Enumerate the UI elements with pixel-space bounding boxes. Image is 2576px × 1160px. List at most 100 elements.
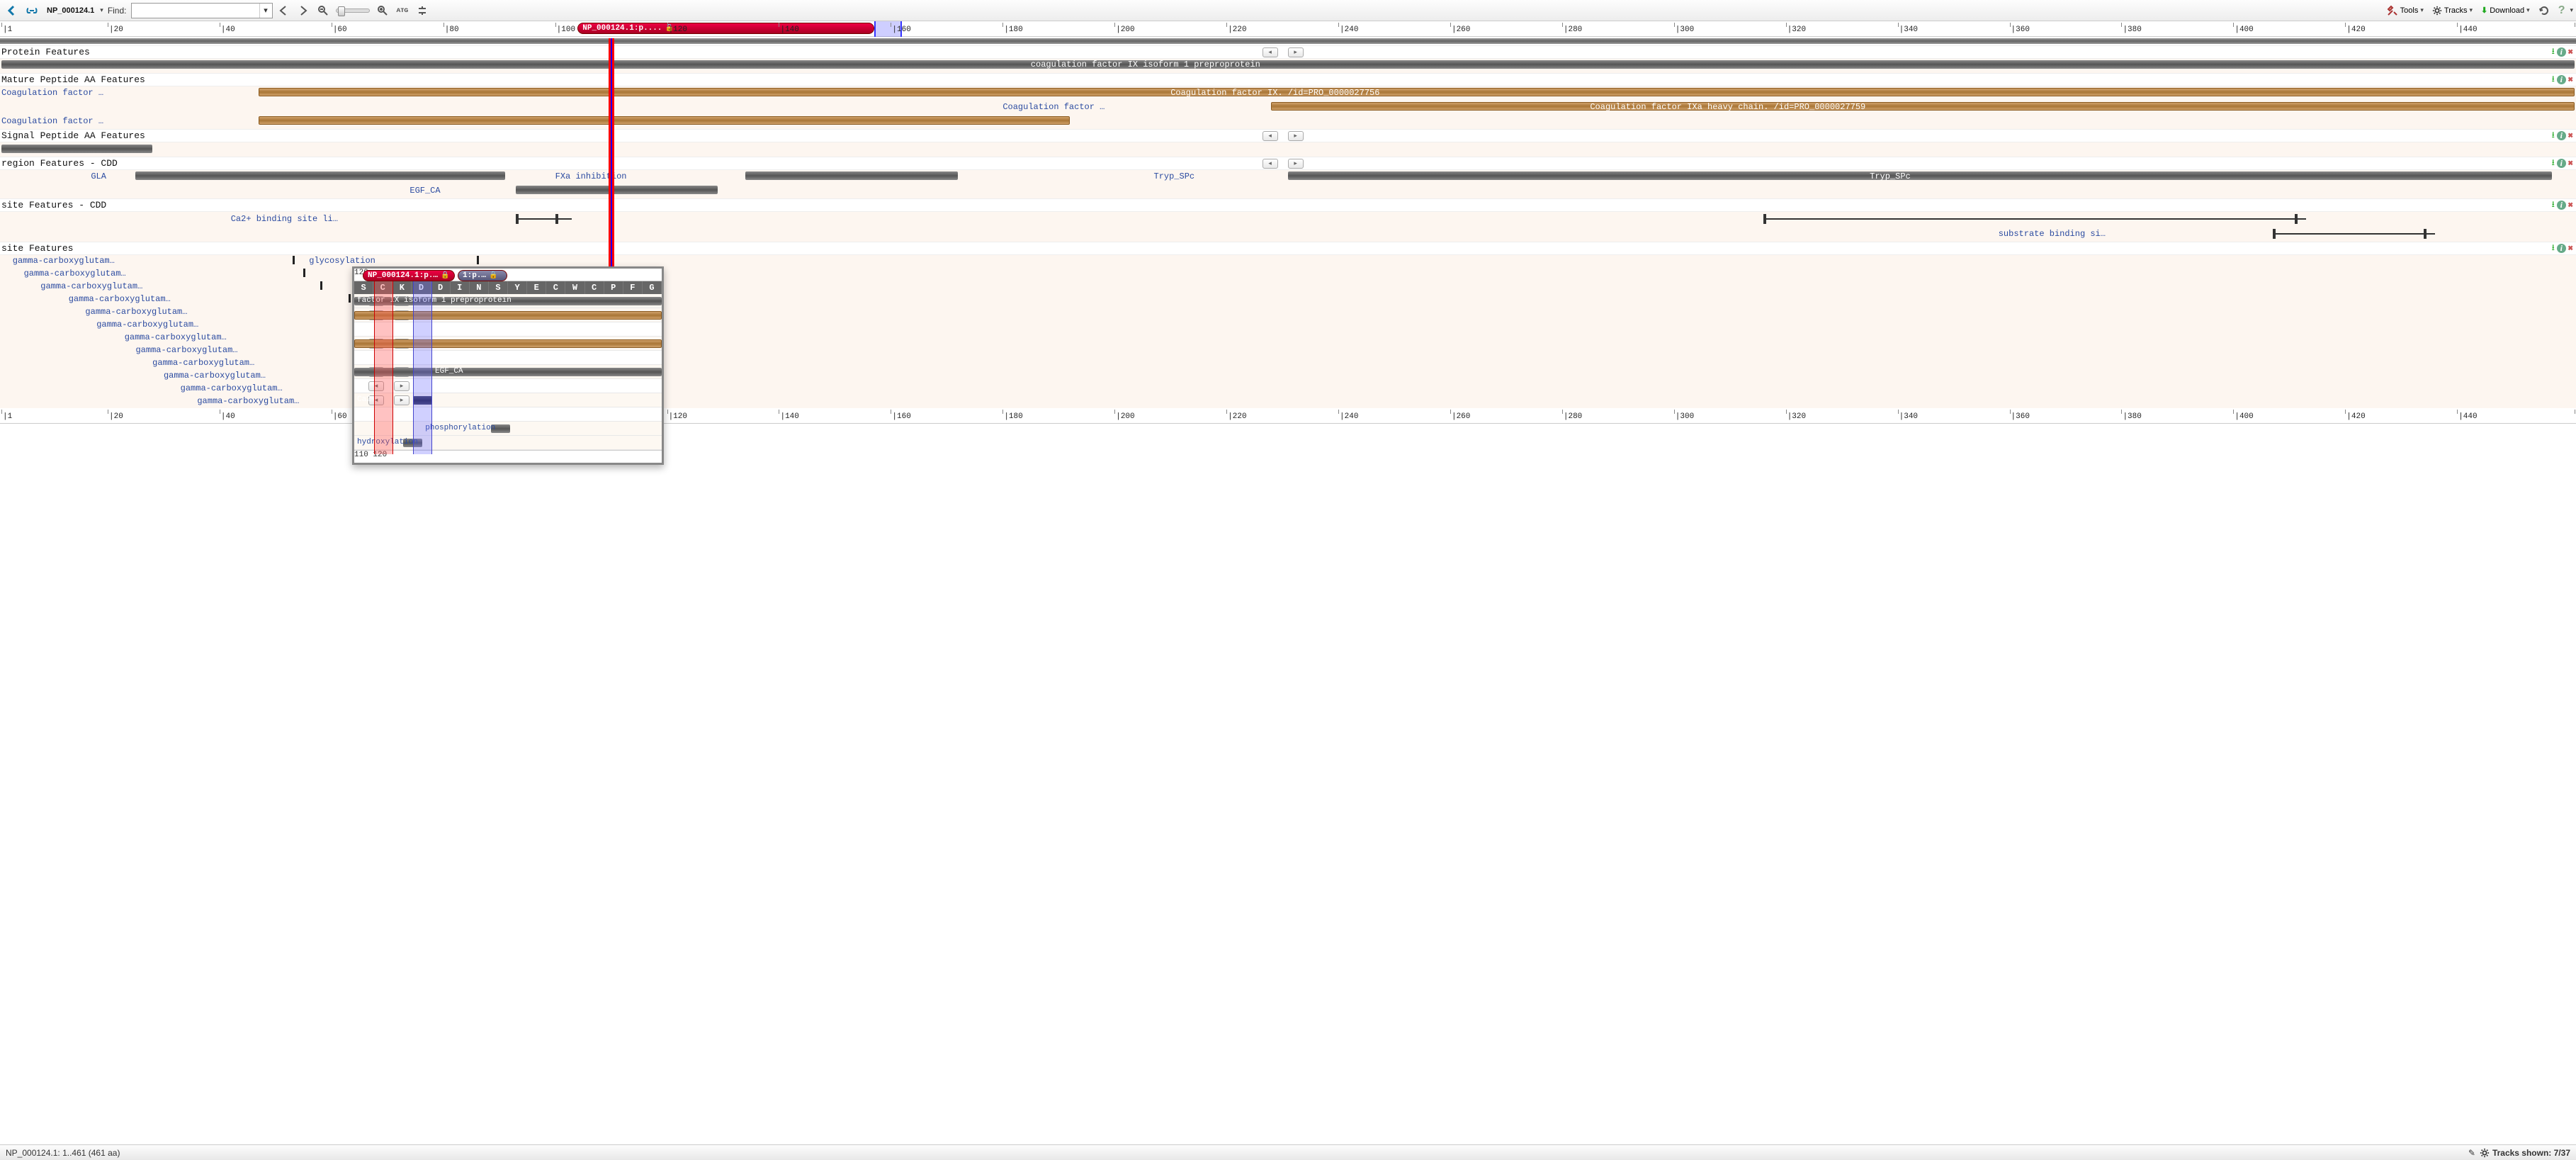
feature-bar[interactable] [1271, 102, 2575, 111]
feature-range[interactable] [516, 218, 572, 220]
zoom-out-button[interactable] [314, 2, 332, 19]
zoom-in-button[interactable] [373, 2, 392, 19]
feature-bar[interactable] [1, 145, 152, 153]
feature-bar[interactable] [259, 88, 2575, 96]
track-header-protein[interactable]: Protein Features◂▸⭳i✖ [0, 46, 2576, 59]
feature-bar[interactable] [516, 186, 717, 194]
close-track-icon[interactable]: ✖ [2568, 200, 2573, 210]
sequence-overview-bar[interactable] [0, 38, 2576, 44]
nav-next-button[interactable]: ▸ [394, 381, 409, 391]
download-button[interactable]: ⬇Download ▾ [2478, 2, 2533, 19]
close-track-icon[interactable]: ✖ [2568, 243, 2573, 254]
close-track-icon[interactable]: ✖ [2568, 130, 2573, 141]
feature-label[interactable]: gamma-carboxyglutam… [135, 345, 237, 355]
feature-tick[interactable] [303, 269, 305, 277]
inset-marker-2[interactable]: 1:p.…🔒 [458, 270, 507, 281]
feature-label[interactable]: gamma-carboxyglutam… [125, 332, 227, 342]
feature-label[interactable]: glycosylation [309, 256, 375, 266]
feature-label[interactable]: EGF_CA [409, 186, 440, 196]
feature-label[interactable]: gamma-carboxyglutam… [152, 358, 254, 368]
feature-label[interactable]: gamma-carboxyglutam… [13, 256, 115, 266]
feature-range[interactable] [1763, 218, 2306, 220]
help-button[interactable]: ? [2555, 2, 2569, 19]
back-button[interactable] [3, 2, 21, 19]
feature-label[interactable]: gamma-carboxyglutam… [197, 396, 299, 406]
collapse-button[interactable] [413, 2, 431, 19]
atg-button[interactable]: ᴀᴛɢ [393, 2, 412, 19]
link-button[interactable] [23, 2, 41, 19]
feature-endpoint[interactable] [555, 214, 558, 224]
download-track-icon[interactable]: ⭳ [2552, 45, 2555, 60]
nav-next-button[interactable]: ▸ [1288, 131, 1304, 141]
feature-bar[interactable] [135, 171, 504, 180]
feature-label[interactable]: Coagulation factor … [1, 88, 103, 98]
feature-tick[interactable] [293, 256, 295, 264]
feature-label[interactable]: gamma-carboxyglutam… [85, 307, 187, 317]
position-marker[interactable]: NP_000124.1:p.... 🔒 [577, 23, 874, 34]
feature-label[interactable]: gamma-carboxyglutam… [69, 294, 171, 304]
close-track-icon[interactable]: ✖ [2568, 74, 2573, 85]
download-track-icon[interactable]: ⭳ [2552, 156, 2555, 171]
feature-label[interactable]: substrate binding si… [1999, 229, 2106, 239]
feature-label[interactable]: gamma-carboxyglutam… [181, 383, 283, 393]
track-header-mature[interactable]: Mature Peptide AA Features⭳i✖ [0, 74, 2576, 86]
feature-label[interactable]: Tryp_SPc [1154, 171, 1195, 181]
track-header-signal[interactable]: Signal Peptide AA Features◂▸⭳i✖ [0, 130, 2576, 142]
gear-icon[interactable] [2480, 1148, 2490, 1158]
tracks-shown[interactable]: Tracks shown: 7/37 [2492, 1148, 2570, 1158]
tools-button[interactable]: Tools ▾ [2383, 2, 2427, 19]
close-track-icon[interactable]: ✖ [2568, 47, 2573, 57]
feature-label[interactable]: Coagulation factor … [1002, 102, 1105, 112]
feature-tick[interactable] [349, 294, 351, 303]
feature-tick[interactable] [320, 281, 322, 290]
feature-endpoint[interactable] [2295, 214, 2298, 224]
nav-prev-button[interactable]: ◂ [1262, 131, 1278, 141]
next-arrow-button[interactable] [294, 2, 312, 19]
feature-label[interactable]: Coagulation factor IXa heavy chain. /id=… [1590, 102, 1865, 112]
info-icon[interactable]: i [2557, 131, 2566, 140]
track-header-region[interactable]: region Features - CDD◂▸⭳i✖ [0, 157, 2576, 170]
zoom-slider[interactable] [336, 9, 370, 13]
feature-label[interactable]: Coagulation factor IX. /id=PRO_000002775… [1170, 88, 1379, 98]
magnifier-panel[interactable]: NP_000124.1:p.…🔒 1:p.…🔒 120 SCKDDINSYECW… [352, 266, 664, 465]
feature-bar[interactable] [354, 339, 662, 348]
reload-button[interactable] [2535, 2, 2553, 19]
sequence-id[interactable]: NP_000124.1 [43, 6, 98, 15]
info-icon[interactable]: i [2557, 244, 2566, 253]
feature-endpoint[interactable] [2273, 229, 2276, 239]
track-header-site[interactable]: site Features⭳i✖ [0, 242, 2576, 255]
find-input[interactable] [132, 4, 259, 18]
feature-bar[interactable] [354, 368, 662, 376]
ruler-top[interactable]: NP_000124.1:p.... 🔒 |1|20|40|60|80|100|1… [0, 21, 2576, 37]
download-track-icon[interactable]: ⭳ [2552, 198, 2555, 213]
info-icon[interactable]: i [2557, 75, 2566, 84]
seq-dropdown-icon[interactable]: ▾ [100, 6, 103, 14]
feature-bar[interactable] [259, 116, 1070, 125]
download-track-icon[interactable]: ⭳ [2552, 128, 2555, 143]
nav-next-button[interactable]: ▸ [394, 395, 409, 405]
nav-next-button[interactable]: ▸ [1288, 159, 1304, 169]
nav-prev-button[interactable]: ◂ [1262, 47, 1278, 57]
feature-bar[interactable] [354, 311, 662, 320]
feature-bar[interactable] [1288, 171, 2552, 180]
download-track-icon[interactable]: ⭳ [2552, 241, 2555, 256]
info-icon[interactable]: i [2557, 201, 2566, 210]
nav-prev-button[interactable]: ◂ [1262, 159, 1278, 169]
close-track-icon[interactable]: ✖ [2568, 158, 2573, 169]
feature-label[interactable]: coagulation factor IX isoform 1 prepropr… [1031, 60, 1260, 69]
feature-bar[interactable] [745, 171, 958, 180]
download-track-icon[interactable]: ⭳ [2552, 72, 2555, 87]
feature-label[interactable]: FXa inhibition [555, 171, 627, 181]
feature-endpoint[interactable] [2424, 229, 2427, 239]
feature-endpoint[interactable] [1763, 214, 1766, 224]
feature-bar[interactable] [1, 60, 2575, 69]
feature-label[interactable]: gamma-carboxyglutam… [24, 269, 126, 278]
feature-endpoint[interactable] [516, 214, 519, 224]
info-icon[interactable]: i [2557, 159, 2566, 168]
help-dropdown-icon[interactable]: ▾ [2570, 6, 2573, 14]
feature-tick[interactable] [477, 256, 479, 264]
feature-label[interactable]: gamma-carboxyglutam… [164, 371, 266, 381]
feature-label[interactable]: Tryp_SPc [1870, 171, 1911, 181]
nav-next-button[interactable]: ▸ [1288, 47, 1304, 57]
track-header-sitecdd[interactable]: site Features - CDD⭳i✖ [0, 199, 2576, 212]
